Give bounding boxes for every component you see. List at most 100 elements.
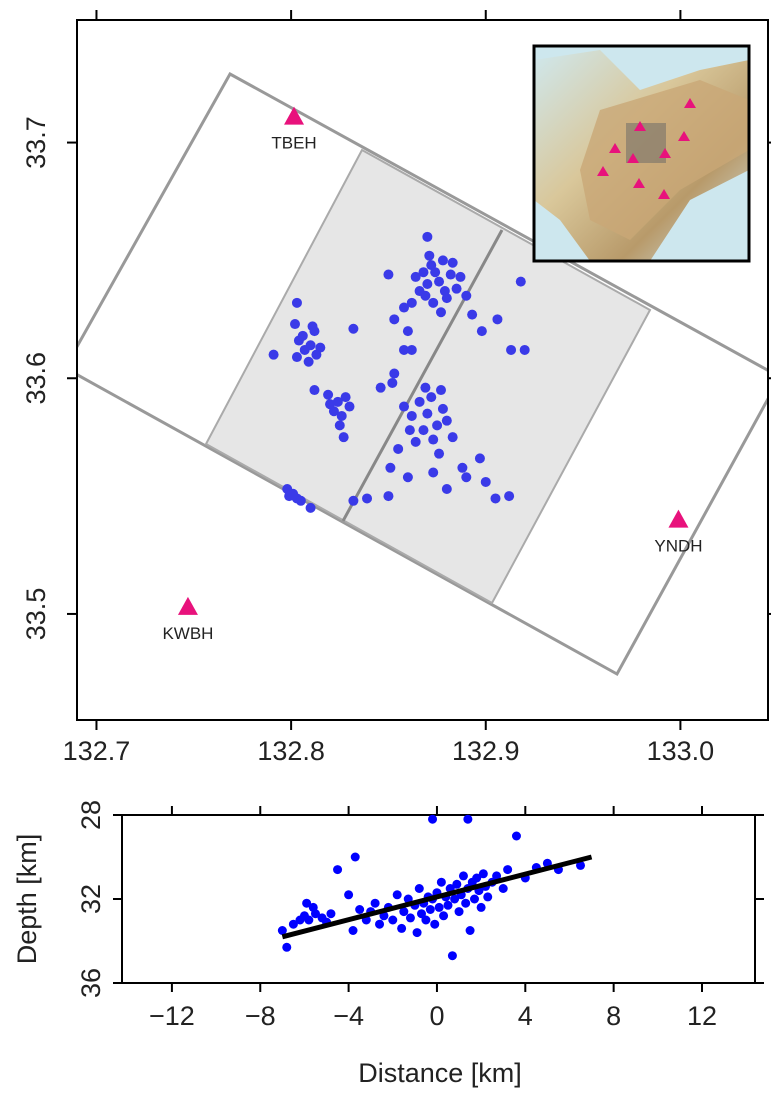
point (442, 484, 452, 494)
point (470, 895, 479, 904)
point (345, 402, 355, 412)
point (421, 916, 430, 925)
point (436, 385, 446, 395)
point (389, 369, 399, 379)
point (325, 399, 335, 409)
point (376, 383, 386, 393)
x-tick-label: 12 (687, 1001, 717, 1031)
point (504, 491, 514, 501)
point (304, 357, 314, 367)
figure: Distance [km] Depth [km] 132.7132.8132.9… (0, 0, 771, 1102)
y-tick-label: 36 (76, 968, 106, 998)
point (437, 878, 446, 887)
point (405, 425, 415, 435)
point (439, 911, 448, 920)
x-tick-label: 132.9 (452, 736, 520, 766)
y-tick-label: 33.5 (21, 588, 51, 641)
x-tick-label: −12 (149, 1001, 195, 1031)
point (308, 321, 318, 331)
point (422, 232, 432, 242)
point (428, 468, 438, 478)
point (304, 916, 313, 925)
point (466, 926, 475, 935)
point (418, 425, 428, 435)
point (403, 326, 413, 336)
point (415, 884, 424, 893)
x-tick-label: 0 (429, 1001, 444, 1031)
point (448, 258, 458, 268)
point (341, 392, 351, 402)
point (420, 291, 430, 301)
point (459, 871, 468, 880)
point (434, 277, 444, 287)
point (406, 913, 415, 922)
point (413, 928, 422, 937)
point (269, 350, 279, 360)
y-axis-label: Depth [km] (12, 834, 42, 965)
x-tick-label: −4 (333, 1001, 364, 1031)
point (520, 345, 530, 355)
point (383, 270, 393, 280)
x-tick-label: 8 (606, 1001, 621, 1031)
point (290, 319, 300, 329)
point (426, 905, 435, 914)
point (436, 307, 446, 317)
point (452, 880, 461, 889)
point (348, 496, 358, 506)
point (435, 903, 444, 912)
point (506, 345, 516, 355)
point (428, 435, 438, 445)
y-tick-label: 33.6 (21, 352, 51, 405)
y-tick-label: 33.7 (21, 116, 51, 169)
point (411, 272, 421, 282)
point (442, 416, 452, 426)
point (393, 890, 402, 899)
point (292, 298, 302, 308)
point (492, 314, 502, 324)
point (422, 409, 432, 419)
point (463, 815, 472, 824)
point (512, 832, 521, 841)
station (178, 597, 198, 615)
point (407, 411, 417, 421)
point (461, 472, 471, 482)
point (337, 411, 347, 421)
point (448, 951, 457, 960)
point (438, 255, 448, 265)
point (302, 899, 311, 908)
point (296, 496, 306, 506)
point (422, 279, 432, 289)
point (355, 905, 364, 914)
station-label: KWBH (162, 624, 213, 643)
point (309, 385, 319, 395)
point (296, 916, 305, 925)
x-tick-label: −8 (245, 1001, 276, 1031)
point (440, 286, 450, 296)
station-label: TBEH (271, 134, 316, 153)
point (399, 303, 409, 313)
point (388, 916, 397, 925)
point (420, 383, 430, 393)
point (499, 884, 508, 893)
point (455, 272, 465, 282)
point (424, 251, 434, 261)
point (348, 324, 358, 334)
point (461, 899, 470, 908)
point (481, 477, 491, 487)
point (371, 899, 380, 908)
point (430, 920, 439, 929)
point (455, 907, 464, 916)
point (415, 397, 425, 407)
point (339, 432, 349, 442)
point (393, 444, 403, 454)
point (430, 267, 440, 277)
x-tick-label: 133.0 (647, 736, 715, 766)
point (475, 453, 485, 463)
point (389, 314, 399, 324)
point (490, 493, 500, 503)
point (284, 491, 294, 501)
point (461, 291, 471, 301)
point (403, 472, 413, 482)
x-tick-label: 132.8 (257, 736, 325, 766)
point (446, 270, 456, 280)
